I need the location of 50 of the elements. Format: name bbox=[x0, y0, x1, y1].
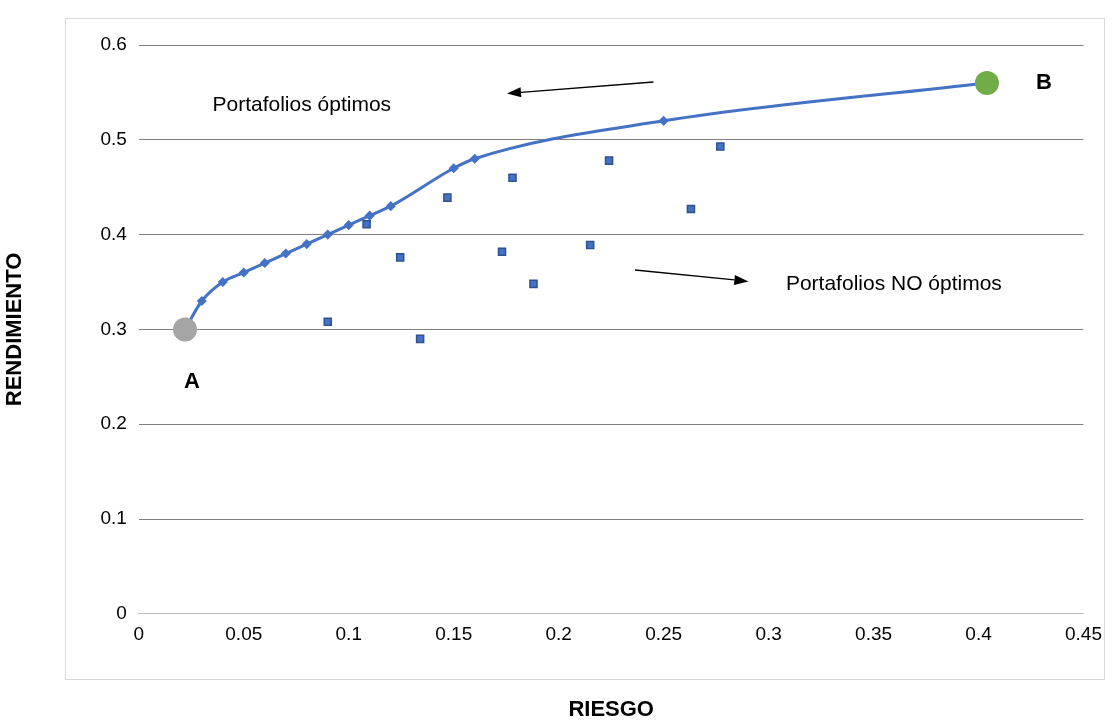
point bbox=[497, 247, 507, 256]
point bbox=[585, 240, 595, 250]
point bbox=[260, 258, 270, 268]
y-tick-label: 0.2 bbox=[100, 412, 127, 434]
point bbox=[508, 173, 517, 183]
point bbox=[173, 317, 197, 342]
x-tick-label: 0.4 bbox=[965, 623, 993, 645]
y-tick-label: 0.6 bbox=[100, 33, 127, 55]
point bbox=[658, 116, 669, 126]
point bbox=[344, 220, 354, 230]
x-tick-label: 0.25 bbox=[645, 623, 683, 645]
point bbox=[302, 239, 312, 249]
point bbox=[362, 219, 371, 229]
point bbox=[974, 70, 999, 95]
point bbox=[281, 248, 291, 259]
point bbox=[218, 277, 228, 287]
point bbox=[239, 267, 249, 278]
x-tick-label: 0.2 bbox=[545, 623, 572, 645]
y-tick-label: 0.4 bbox=[100, 222, 128, 244]
point bbox=[529, 279, 538, 289]
x-tick-label: 0.35 bbox=[855, 623, 893, 645]
y-axis-title: RENDIMIENTO bbox=[1, 252, 27, 407]
x-axis-title: RIESGO bbox=[568, 695, 654, 721]
point bbox=[415, 334, 425, 344]
point bbox=[197, 296, 207, 306]
point bbox=[686, 204, 696, 214]
point bbox=[604, 156, 614, 165]
y-tick-label: 0.1 bbox=[100, 507, 127, 529]
point bbox=[323, 317, 333, 327]
point bbox=[364, 210, 375, 221]
point bbox=[395, 253, 405, 262]
y-tick-label: 0 bbox=[116, 602, 127, 624]
annotation: Portafolios óptimos bbox=[212, 91, 392, 115]
x-tick-label: 0.15 bbox=[435, 623, 473, 645]
x-tick-label: 0.45 bbox=[1065, 623, 1102, 645]
point bbox=[469, 154, 480, 164]
x-tick-label: 0.05 bbox=[225, 623, 263, 645]
annotation: A bbox=[184, 368, 201, 394]
x-tick-label: 0.1 bbox=[335, 623, 362, 645]
point bbox=[323, 229, 333, 240]
y-tick-label: 0.3 bbox=[100, 317, 127, 339]
annotation: Portafolios NO óptimos bbox=[785, 270, 1002, 294]
point bbox=[385, 201, 396, 211]
x-tick-label: 0 bbox=[133, 623, 145, 645]
y-tick-label: 0.5 bbox=[100, 128, 127, 150]
annotation: B bbox=[1036, 68, 1052, 94]
x-tick-label: 0.3 bbox=[755, 623, 782, 645]
point bbox=[716, 142, 725, 151]
point bbox=[443, 193, 452, 202]
point bbox=[448, 163, 459, 173]
